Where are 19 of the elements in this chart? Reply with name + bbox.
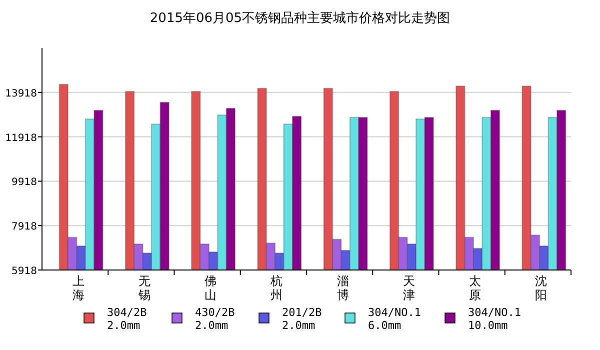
y-tick-label: 7918	[12, 222, 37, 233]
y-tick-label: 9918	[12, 177, 37, 188]
x-tick-label: 沈阳	[535, 274, 548, 302]
x-tick-label: 上海	[72, 274, 84, 302]
x-tick-label: 杭州	[270, 274, 283, 302]
y-tick-label: 11918	[5, 132, 37, 144]
x-tick-label: 无锡	[137, 274, 150, 302]
legend-label: 304/2B 2.0mm	[107, 306, 148, 332]
x-tick-label: 太原	[469, 274, 482, 302]
legend-label: 304/NO.1 10.0mm	[468, 306, 521, 332]
x-tick-label: 淄博	[336, 274, 349, 302]
chart-title: 2015年06月05不锈钢品种主要城市价格对比走势图	[150, 10, 450, 26]
legend-label: 304/NO.1 6.0mm	[368, 306, 421, 332]
y-tick-label: 5918	[12, 266, 37, 277]
legend-label: 430/2B 2.0mm	[195, 306, 236, 332]
x-tick-label: 天津	[402, 274, 415, 302]
y-tick-label: 13918	[5, 88, 37, 100]
x-tick-label: 佛山	[204, 274, 217, 302]
legend-label: 201/2B 2.0mm	[282, 306, 322, 332]
